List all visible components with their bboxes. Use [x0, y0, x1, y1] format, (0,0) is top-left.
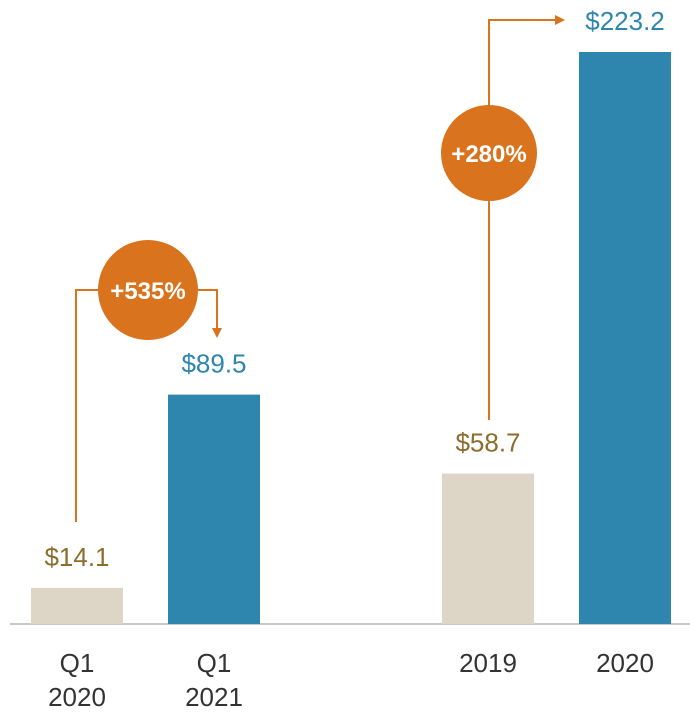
x-tick-label: Q1 2020 [48, 648, 106, 712]
value-label: $58.7 [455, 428, 520, 458]
x-tick-label: Q1 2021 [185, 648, 243, 712]
annotation: +280% [451, 141, 526, 168]
value-label: $223.2 [585, 6, 665, 36]
bar [579, 52, 671, 624]
growth-badge [441, 105, 537, 201]
annotation: +535% [110, 278, 185, 305]
bar [442, 473, 534, 624]
value-label: $89.5 [181, 349, 246, 379]
growth-badge [98, 240, 198, 340]
bar [168, 394, 260, 624]
bar [31, 587, 123, 624]
x-tick-label: 2020 [596, 648, 654, 678]
value-label: $14.1 [44, 542, 109, 572]
arrow [488, 15, 565, 420]
x-tick-label: 2019 [459, 648, 517, 678]
